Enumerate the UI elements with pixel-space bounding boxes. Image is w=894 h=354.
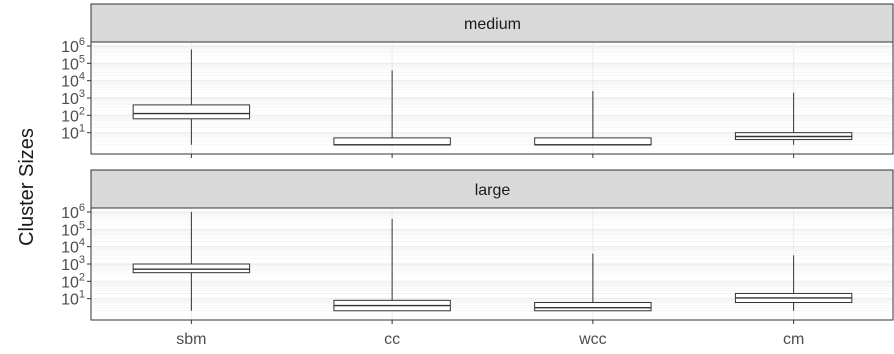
box-cc (333, 218, 451, 312)
interquartile-box (132, 263, 251, 274)
x-tick-label: cc (384, 331, 400, 348)
y-tick-label: 103 (61, 88, 85, 108)
interquartile-box (132, 104, 251, 120)
y-tick-label: 105 (61, 53, 85, 73)
box-cc (333, 70, 451, 146)
y-tick-label: 102 (61, 271, 85, 291)
y-tick-label: 102 (61, 105, 85, 125)
facet-strip-medium (90, 3, 894, 43)
y-tick-label: 101 (61, 289, 85, 309)
box-sbm (132, 212, 251, 311)
box-wcc (534, 253, 652, 312)
box-sbm (132, 49, 251, 145)
x-tick-label: sbm (176, 331, 206, 348)
box-cm (734, 255, 853, 311)
y-tick-label: 106 (61, 202, 85, 222)
facet-strip-large (90, 169, 894, 209)
interquartile-box (333, 137, 451, 146)
facet-strip-label: large (475, 182, 511, 199)
y-tick-label: 106 (61, 36, 85, 56)
y-tick-label: 104 (61, 237, 85, 257)
y-tick-label: 104 (61, 71, 85, 91)
y-tick-label: 103 (61, 254, 85, 274)
x-tick-label: cm (783, 331, 804, 348)
box-cm (734, 92, 853, 145)
facet-strip-label: medium (464, 16, 521, 33)
y-tick-label: 101 (61, 123, 85, 143)
x-tick-label: wcc (578, 331, 607, 348)
interquartile-box (534, 302, 652, 312)
y-tick-label: 105 (61, 219, 85, 239)
box-wcc (534, 91, 652, 146)
y-axis-title: Cluster Sizes (16, 128, 38, 246)
interquartile-box (534, 137, 652, 146)
